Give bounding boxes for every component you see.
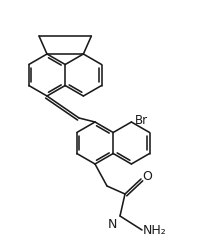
Text: Br: Br — [135, 114, 149, 127]
Text: NH₂: NH₂ — [143, 225, 167, 237]
Text: O: O — [142, 169, 152, 182]
Text: N: N — [108, 218, 117, 231]
